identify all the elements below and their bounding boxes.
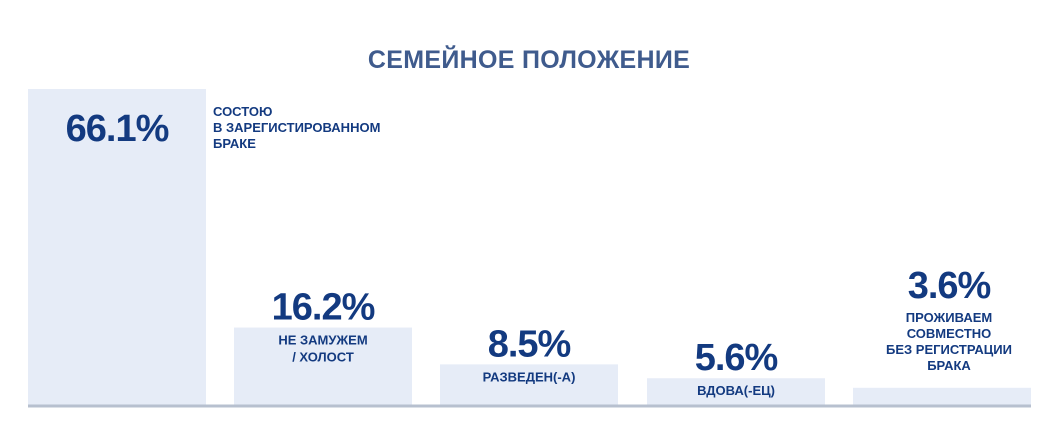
category-label-1: СОСТОЮ В ЗАРЕГИСТИРОВАННОМ БРАКЕ xyxy=(213,104,380,151)
bar-1 xyxy=(28,89,206,405)
category-label-4: ВДОВА(-ЕЦ) xyxy=(697,383,775,398)
category-label-3: РАЗВЕДЕН(-А) xyxy=(483,369,576,384)
bars-layer xyxy=(28,89,1031,405)
bar-3 xyxy=(440,364,618,405)
value-label-2: 16.2% xyxy=(272,287,375,329)
bar-2 xyxy=(234,327,412,405)
value-label-3: 8.5% xyxy=(488,323,571,365)
bar-5 xyxy=(853,387,1031,405)
chart-title: СЕМЕЙНОЕ ПОЛОЖЕНИЕ xyxy=(367,46,691,74)
value-label-5: 3.6% xyxy=(908,265,991,307)
labels-layer: 66.1% СОСТОЮ В ЗАРЕГИСТИРОВАННОМ БРАКЕ 16.2%… xyxy=(66,104,1012,398)
category-label-2: НЕ ЗАМУЖЕМ / ХОЛОСТ xyxy=(278,333,367,365)
value-label-1: 66.1% xyxy=(66,108,169,150)
bar-4 xyxy=(647,378,825,405)
value-label-4: 5.6% xyxy=(695,337,778,379)
category-label-5: ПРОЖИВАЕМ СОВМЕСТНО БЕЗ РЕГИСТРАЦИИ БРАКА xyxy=(886,310,1012,373)
